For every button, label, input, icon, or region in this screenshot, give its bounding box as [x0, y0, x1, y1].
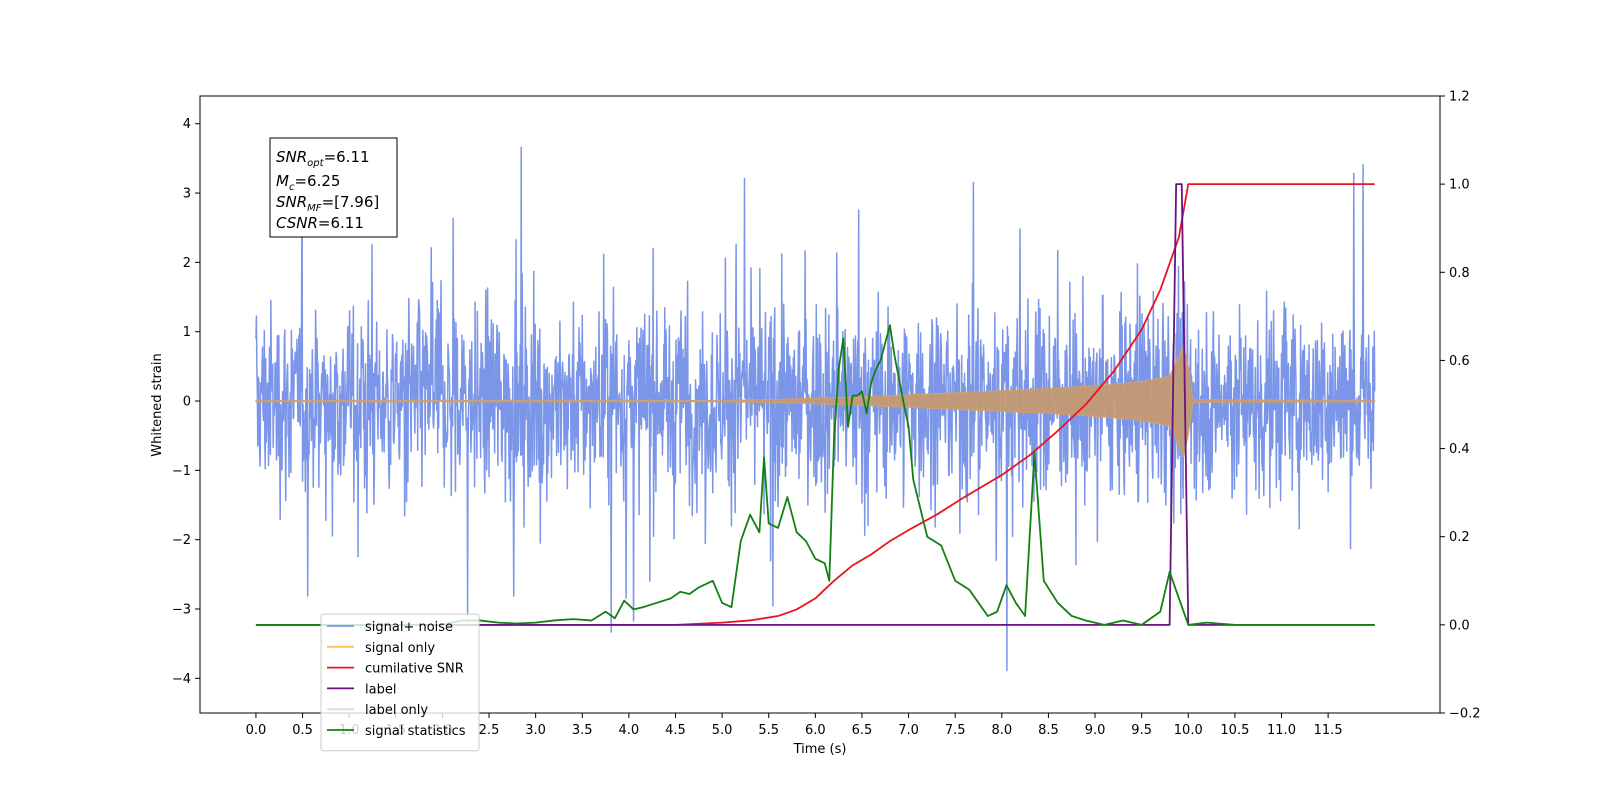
plot-area: [255, 146, 1376, 672]
x-tick-label: 7.5: [945, 723, 966, 738]
x-tick-label: 10.5: [1220, 723, 1249, 738]
series-label-line: [255, 183, 1375, 626]
annotation-snr-opt-symbol: SNR: [276, 148, 307, 166]
annotation-mc-sub: c: [289, 182, 295, 193]
annotation-snr-opt-value: =6.11: [324, 148, 370, 166]
annotation-mc-value: =6.25: [294, 172, 340, 190]
x-tick-label: 3.5: [572, 723, 593, 738]
x-tick-label: 4.0: [619, 723, 640, 738]
legend-label-signal-only: signal only: [365, 641, 435, 656]
y-right-tick-label: 0.4: [1449, 442, 1470, 457]
x-tick-label: 0.0: [246, 723, 267, 738]
x-tick-label: 5.5: [758, 723, 779, 738]
series-cumilative-snr-line: [255, 183, 1375, 626]
x-tick-label: 2.5: [479, 723, 500, 738]
series-signal-only-envelope: [255, 344, 1376, 459]
x-axis-label: Time (s): [793, 742, 847, 757]
annotation-csnr-value: =6.11: [318, 214, 364, 232]
x-tick-label: 7.0: [898, 723, 919, 738]
y-right-tick-label: 0.8: [1449, 266, 1470, 281]
annotation-frame: [269, 137, 398, 238]
annotation-snr-opt-sub: opt: [307, 158, 324, 169]
annotation-snr-opt: SNRopt=6.11: [276, 148, 370, 169]
legend-frame: [320, 613, 480, 752]
x-tick-label: 8.5: [1038, 723, 1059, 738]
x-tick-label: 4.5: [665, 723, 686, 738]
annotation-mc: Mc=6.25: [276, 172, 340, 193]
x-tick-label: 3.0: [525, 723, 546, 738]
annotation-snr-mf-sub: MF: [307, 203, 322, 214]
annotation-mc-symbol: M: [276, 172, 289, 190]
annotation-csnr-symbol: CSNR: [276, 214, 318, 232]
plot-series: [255, 146, 1376, 672]
annotation-snr-mf-value: =[7.96]: [322, 193, 380, 211]
y-right-tick-label: 0.0: [1449, 618, 1470, 633]
annotation-snr-mf-symbol: SNR: [276, 193, 307, 211]
legend-label-label: label: [365, 682, 396, 697]
x-tick-label: 8.0: [991, 723, 1012, 738]
y-left-tick-label: 0: [183, 395, 191, 410]
x-tick-label: 9.0: [1085, 723, 1106, 738]
legend-label-signal-noise: signal+ noise: [365, 620, 453, 635]
y-left-tick-label: −3: [172, 603, 191, 618]
y-left-tick-label: −4: [172, 672, 191, 687]
y-left-tick-label: −1: [172, 464, 191, 479]
x-tick-label: 11.5: [1314, 723, 1343, 738]
y-left-tick-label: 3: [183, 187, 191, 202]
y-left-tick-label: −2: [172, 533, 191, 548]
x-tick-label: 6.5: [852, 723, 873, 738]
y-axis-label-left: Whitened strain: [150, 353, 165, 456]
legend-label-cumilative-snr: cumilative SNR: [365, 662, 464, 677]
y-right-tick-label: 0.6: [1449, 354, 1470, 369]
x-tick-label: 9.5: [1131, 723, 1152, 738]
x-tick-label: 6.0: [805, 723, 826, 738]
y-left-tick-label: 4: [183, 117, 191, 132]
y-left-tick-label: 2: [183, 256, 191, 271]
y-right-tick-label: −0.2: [1449, 707, 1481, 722]
legend-label-signal-statistics: signal statistics: [365, 724, 466, 739]
annotation-box: SNRopt=6.11 Mc=6.25 SNRMF=[7.96] CSNR=6.…: [269, 137, 398, 238]
y-right-tick-label: 1.0: [1449, 178, 1470, 193]
legend-label-label-only: label only: [365, 703, 428, 718]
annotation-snr-mf: SNRMF=[7.96]: [276, 193, 379, 214]
y-right-tick-label: 1.2: [1449, 90, 1470, 105]
x-tick-label: 0.5: [292, 723, 313, 738]
x-tick-label: 10.0: [1174, 723, 1203, 738]
series-signal-statistics-line: [255, 324, 1375, 626]
x-tick-label: 11.0: [1267, 723, 1296, 738]
plot-frame: [199, 95, 1441, 714]
y-left-tick-label: 1: [183, 325, 191, 340]
y-right-tick-label: 0.2: [1449, 530, 1470, 545]
x-tick-label: 5.0: [712, 723, 733, 738]
legend: signal+ noise signal only cumilative SNR la…: [320, 613, 480, 752]
annotation-csnr: CSNR=6.11: [276, 214, 364, 232]
